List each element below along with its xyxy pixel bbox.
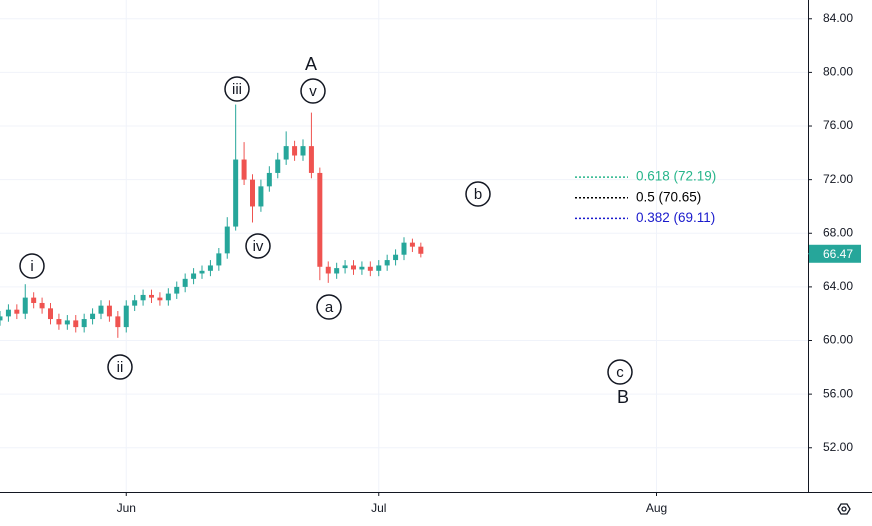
candle-body: [376, 265, 382, 271]
x-tick-label: Jul: [371, 501, 386, 515]
wave-label: iv: [253, 238, 264, 255]
wave-label: A: [305, 54, 317, 74]
candle-body: [292, 146, 298, 156]
candle-body: [123, 305, 129, 328]
candle-body: [300, 146, 306, 156]
candle-body: [418, 246, 424, 254]
candle-body: [174, 286, 180, 294]
wave-circle: [607, 359, 633, 385]
candle-body: [98, 305, 104, 314]
candle-body: [73, 320, 79, 328]
candle-body: [39, 302, 45, 309]
candle-body: [0, 316, 3, 321]
candle-body: [409, 242, 415, 247]
wave-label: c: [616, 364, 624, 381]
candle-body: [22, 297, 28, 314]
wave-label: B: [617, 387, 629, 407]
candle-body: [342, 265, 348, 269]
y-tick-label: 56.00: [823, 386, 853, 400]
fib-label: 0.5 (70.65): [636, 189, 701, 204]
candle-body: [115, 316, 121, 328]
candle-body: [401, 242, 407, 255]
candle-body: [165, 293, 171, 301]
candle-body: [241, 159, 247, 180]
wave-circle: [107, 354, 133, 380]
wave-label: v: [309, 83, 317, 100]
candle-body: [250, 179, 255, 207]
wave-label: b: [474, 186, 482, 203]
candle-body: [132, 300, 138, 306]
candle-body: [157, 297, 163, 301]
candle-body: [359, 266, 365, 270]
wave-circle: [224, 76, 250, 102]
x-tick-label: Jun: [117, 501, 136, 515]
wave-circle: [316, 294, 342, 320]
candle-body: [308, 146, 314, 173]
candle-body: [266, 172, 272, 187]
candle-body: [283, 146, 289, 160]
wave-circle: [245, 233, 271, 259]
wave-label: ii: [117, 359, 124, 376]
candle-body: [334, 268, 340, 274]
candle-body: [393, 254, 399, 261]
candle-body: [224, 226, 230, 254]
candle-body: [81, 319, 87, 328]
candle-body: [275, 159, 281, 173]
y-tick-label: 60.00: [823, 333, 853, 347]
wave-circle: [300, 78, 326, 104]
candle-body: [258, 186, 264, 207]
candle-body: [48, 308, 53, 320]
candle-body: [182, 278, 188, 287]
y-tick-label: 64.00: [823, 279, 853, 293]
y-tick-label: 68.00: [823, 225, 853, 239]
candle-body: [191, 273, 197, 279]
fib-label: 0.382 (69.11): [636, 210, 715, 225]
candle-body: [5, 309, 11, 317]
wave-circle: [19, 253, 45, 279]
candle-body: [199, 270, 205, 274]
y-tick-label: 84.00: [823, 11, 853, 25]
candle-body: [106, 305, 112, 317]
candle-body: [216, 253, 222, 266]
candle-body: [233, 159, 239, 227]
candle-body: [351, 265, 356, 270]
wave-label: i: [30, 258, 33, 275]
candle-body: [90, 313, 96, 320]
y-tick-label: 72.00: [823, 172, 853, 186]
last-price-box: [809, 244, 861, 263]
wave-label: iii: [232, 81, 242, 98]
candle-body: [14, 309, 20, 314]
candle-body: [325, 266, 331, 274]
candle-body: [140, 294, 146, 301]
x-tick-label: Aug: [646, 501, 667, 515]
candle-body: [367, 266, 373, 271]
fib-label: 0.618 (72.19): [636, 169, 716, 184]
candle-body: [384, 260, 390, 266]
y-tick-label: 52.00: [823, 440, 853, 454]
candle-body: [207, 265, 213, 271]
candle-body: [31, 297, 37, 303]
wave-label: a: [325, 299, 334, 316]
y-tick-label: 80.00: [823, 65, 853, 79]
wave-circle: [465, 181, 491, 207]
candle-body: [64, 320, 70, 325]
grid: [0, 0, 808, 492]
last-price-label: 66.47: [823, 247, 853, 261]
candle-body: [149, 294, 154, 298]
settings-icon[interactable]: [837, 503, 851, 515]
candle-body: [56, 319, 62, 325]
candle-body: [317, 172, 323, 267]
y-tick-label: 76.00: [823, 118, 853, 132]
